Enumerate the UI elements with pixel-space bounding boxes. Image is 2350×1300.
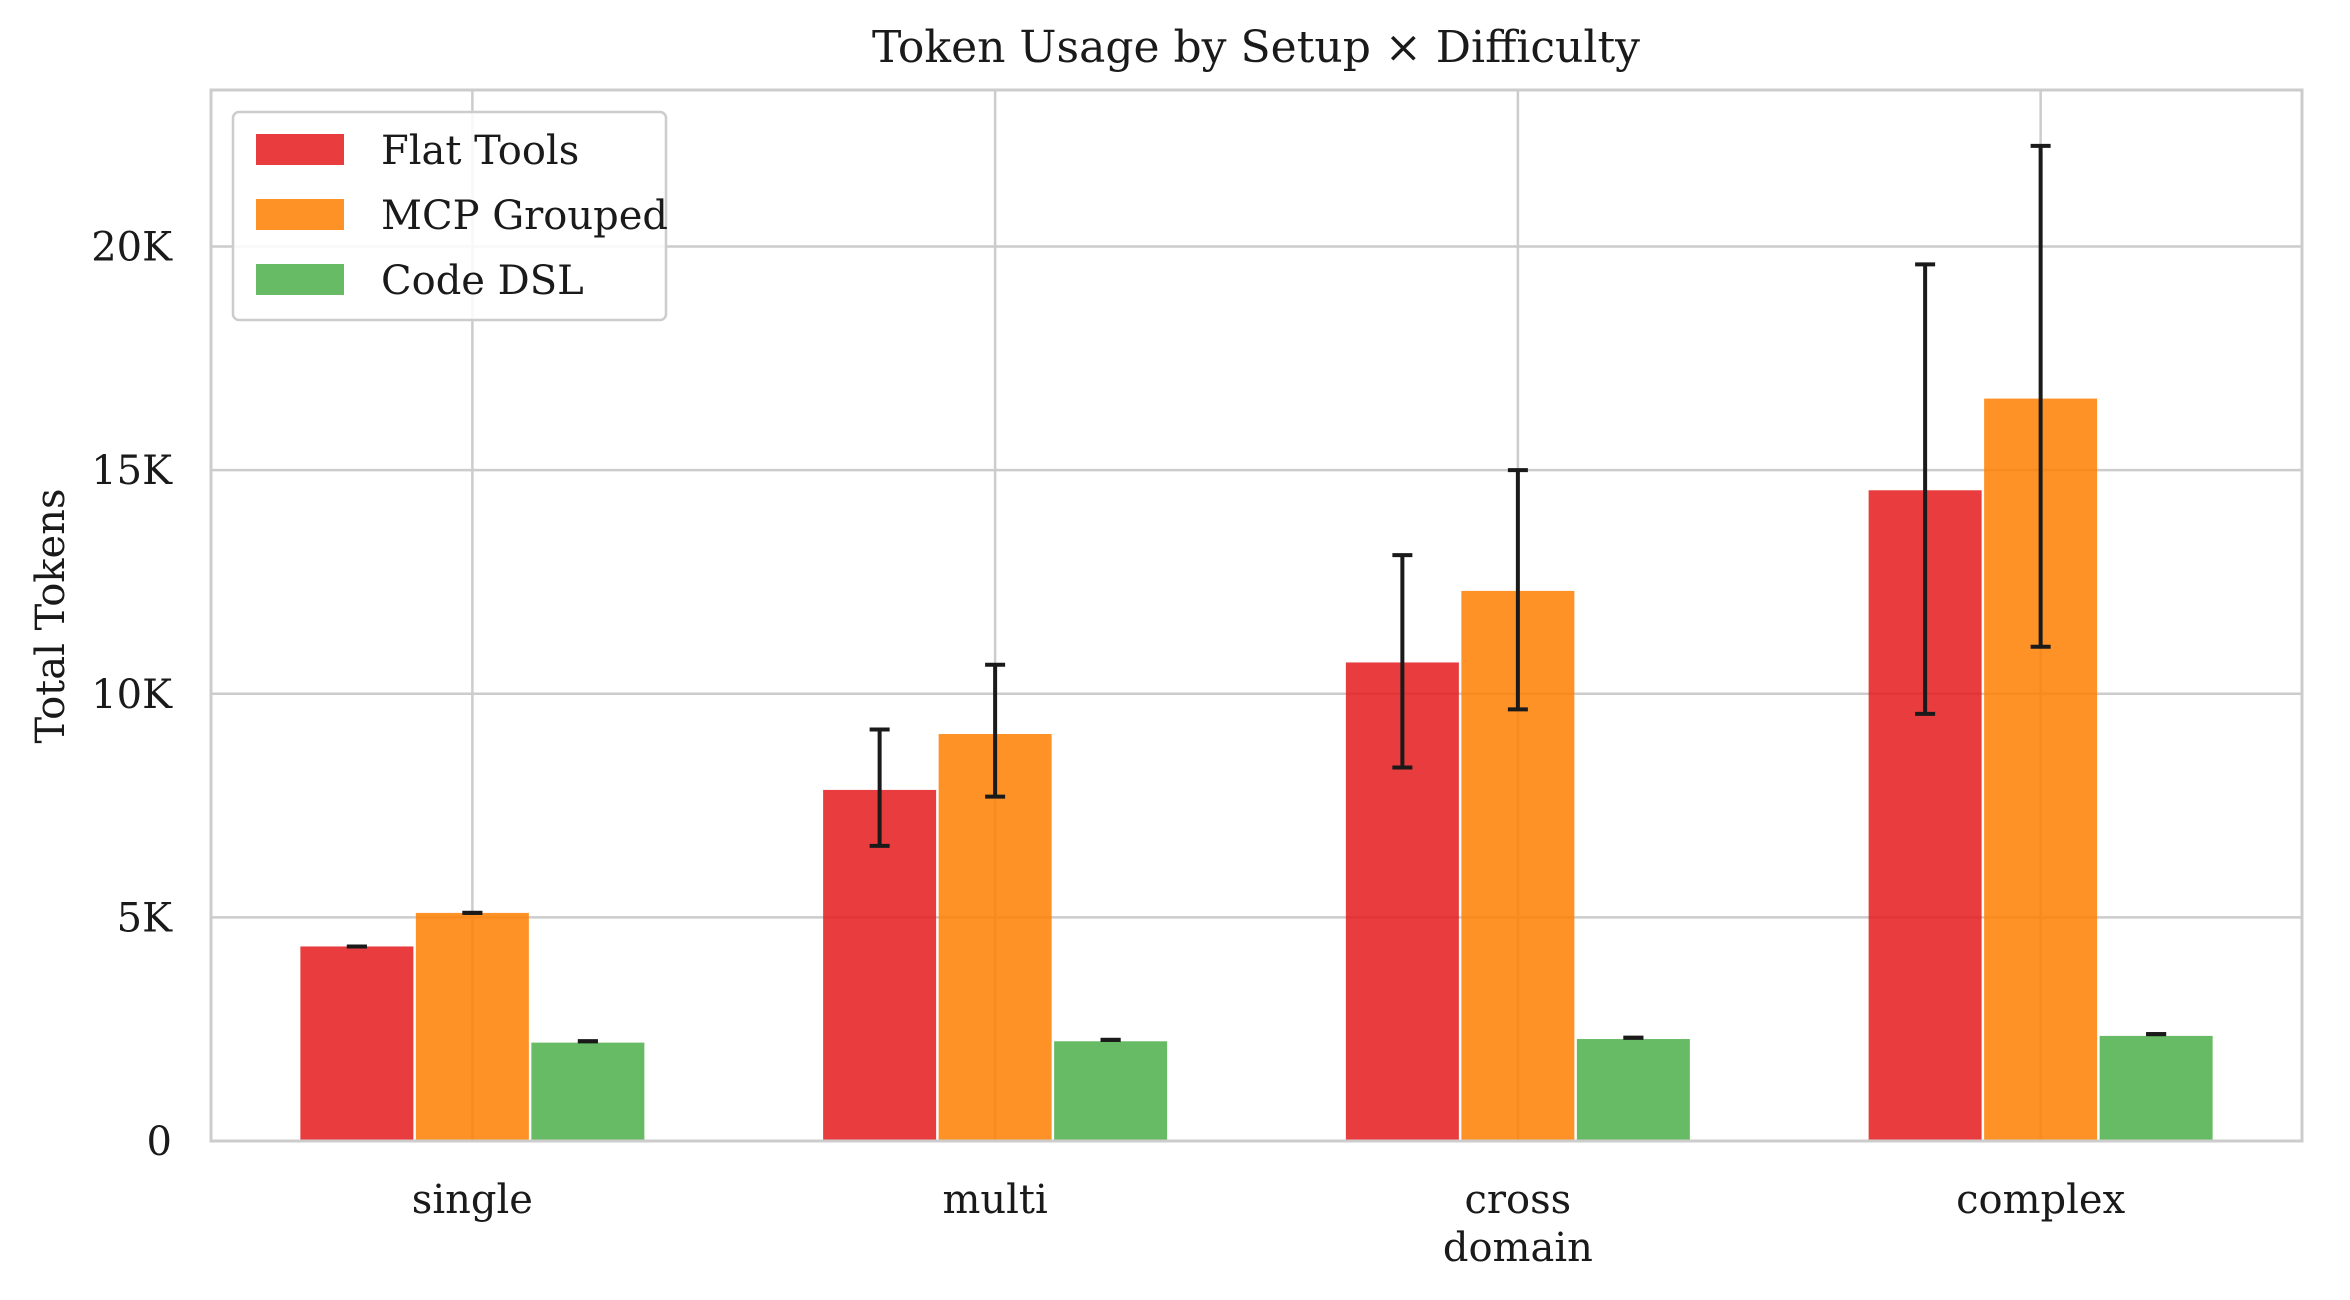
legend: Flat Tools MCP Grouped Code DSL [231,110,668,322]
y-tick-label: 10K [91,672,173,718]
error-bar [985,662,1006,799]
legend-item: Flat Tools [256,128,579,174]
bars-layer [300,398,2213,1141]
y-tick-label: 0 [147,1119,172,1165]
error-bar [869,727,890,848]
legend-swatch [256,264,344,295]
y-tick-labels: 0 5K 10K 15K 20K [91,225,173,1165]
bar-code-dsl [1576,1039,1690,1141]
x-tick-label: complex [1956,1177,2125,1223]
bar-code-dsl [1054,1041,1168,1141]
legend-item: Code DSL [256,258,584,304]
bar-code-dsl [531,1042,645,1141]
bar-flat-tools [823,789,937,1141]
legend-label: Flat Tools [381,128,579,174]
error-bar [2030,143,2051,649]
y-tick-label: 5K [117,895,173,941]
y-tick-label: 15K [91,448,173,494]
bar-mcp-grouped [938,734,1052,1141]
chart-title: Token Usage by Setup × Difficulty [872,22,1640,73]
bar-code-dsl [2099,1035,2213,1141]
x-tick-label: single [412,1177,533,1223]
y-tick-label: 20K [91,225,173,271]
error-bar [1507,468,1528,712]
legend-label: Code DSL [381,258,584,304]
y-axis-label: Total Tokens [28,489,74,744]
error-bar [1915,262,1936,716]
bar-flat-tools [300,946,414,1141]
x-tick-label: cross [1465,1177,1572,1223]
error-bars-layer [346,143,2167,1044]
x-tick-label: multi [942,1177,1047,1223]
legend-swatch [256,199,344,230]
x-tick-label: domain [1443,1225,1593,1271]
legend-item: MCP Grouped [256,193,668,239]
plot-frame [209,88,2304,1143]
bar-mcp-grouped [415,912,529,1141]
legend-swatch [256,134,344,165]
legend-label: MCP Grouped [381,193,668,239]
error-bar [1392,553,1413,770]
